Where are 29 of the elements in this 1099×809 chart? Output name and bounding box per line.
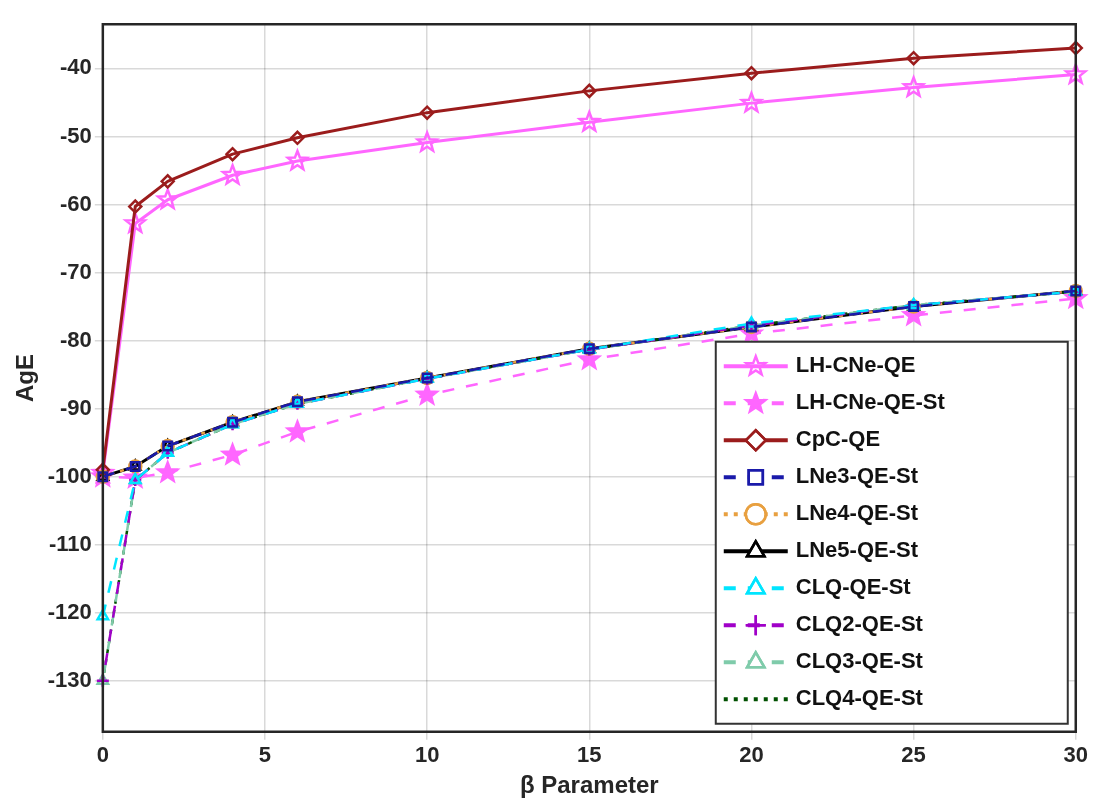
y-tick-label: -110 (49, 530, 92, 556)
y-tick-label: -100 (47, 462, 92, 488)
y-tick-label: -70 (60, 258, 92, 284)
x-tick-label: 30 (1063, 742, 1089, 768)
legend-label: LH-CNe-QE-St (795, 389, 946, 415)
x-tick-label: 15 (577, 742, 602, 768)
legend-label: LH-CNe-QE (795, 352, 916, 378)
y-tick-label: -40 (60, 54, 92, 80)
legend-label: CLQ4-QE-St (795, 685, 924, 711)
x-tick-label: 0 (96, 742, 109, 768)
y-axis-title: AgE (11, 354, 39, 402)
legend-label: LNe3-QE-St (795, 463, 919, 489)
x-tick-label: 5 (258, 742, 272, 768)
y-tick-label: -80 (60, 326, 92, 352)
legend-label: CpC-QE (795, 426, 881, 452)
legend-label: LNe4-QE-St (795, 500, 919, 526)
x-tick-label: 10 (414, 742, 440, 768)
legend-label: CLQ3-QE-St (795, 648, 924, 674)
y-tick-label: -60 (60, 190, 92, 216)
legend-label: LNe5-QE-St (795, 537, 919, 563)
y-tick-label: -130 (47, 666, 92, 692)
y-tick-label: -90 (60, 394, 92, 420)
y-tick-label: -120 (47, 598, 92, 624)
y-tick-label: -50 (60, 122, 92, 148)
x-tick-label: 20 (739, 742, 764, 768)
x-tick-label: 25 (901, 742, 926, 768)
legend-label: CLQ-QE-St (795, 574, 912, 600)
legend-label: CLQ2-QE-St (795, 611, 924, 637)
x-axis-title: β Parameter (519, 771, 659, 799)
